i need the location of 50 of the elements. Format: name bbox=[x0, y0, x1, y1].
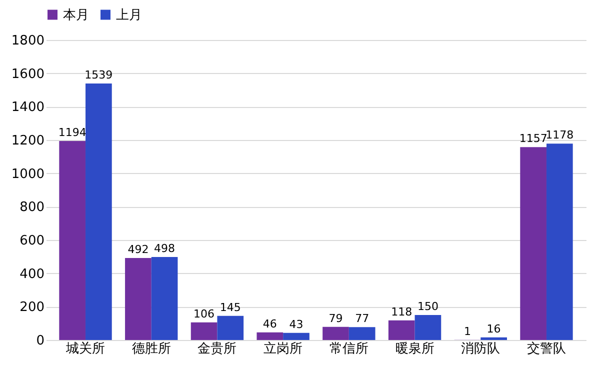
bar bbox=[388, 320, 415, 340]
y-tick-label: 1800 bbox=[11, 34, 44, 48]
data-label: 1157 bbox=[519, 132, 548, 146]
data-label: 118 bbox=[391, 305, 412, 318]
bar bbox=[125, 258, 152, 340]
bar bbox=[520, 147, 546, 340]
data-label: 106 bbox=[194, 307, 215, 320]
bar bbox=[151, 257, 178, 340]
bar bbox=[546, 144, 573, 340]
bar bbox=[348, 327, 376, 340]
x-tick-label: 立岗所 bbox=[264, 340, 303, 356]
y-tick-label: 400 bbox=[20, 266, 44, 282]
data-label: 498 bbox=[154, 242, 176, 255]
x-tick-label: 城关所 bbox=[65, 342, 106, 356]
y-tick-label: 0 bbox=[36, 334, 44, 348]
bar bbox=[190, 322, 218, 340]
data-label: 43 bbox=[289, 318, 304, 331]
data-label: 492 bbox=[128, 243, 149, 256]
x-tick-label: 消防队 bbox=[461, 342, 500, 356]
y-tick-label: 1200 bbox=[11, 134, 44, 148]
data-label: 79 bbox=[328, 312, 343, 325]
data-label: 1539 bbox=[84, 68, 113, 82]
bar bbox=[414, 315, 442, 340]
y-tick-label: 1000 bbox=[11, 166, 44, 182]
bar bbox=[480, 337, 507, 340]
x-tick-label: 暖泉所 bbox=[395, 342, 434, 356]
y-tick-label: 800 bbox=[20, 200, 44, 216]
data-label: 150 bbox=[417, 300, 438, 313]
data-label: 1178 bbox=[546, 128, 574, 142]
legend-label: 本月 bbox=[63, 8, 89, 23]
legend-label: 上月 bbox=[116, 8, 142, 23]
bar bbox=[86, 84, 112, 340]
x-tick-label: 德胜所 bbox=[132, 342, 171, 356]
x-tick-label: 交警队 bbox=[526, 340, 566, 356]
y-tick-label: 200 bbox=[20, 300, 44, 316]
data-label: 46 bbox=[262, 317, 277, 330]
data-label: 77 bbox=[355, 312, 370, 326]
bar bbox=[322, 326, 349, 340]
data-label: 1 bbox=[464, 324, 471, 338]
data-label: 145 bbox=[220, 300, 241, 314]
x-tick-label: 金贵所 bbox=[198, 342, 237, 356]
bar bbox=[59, 141, 86, 340]
data-label: 16 bbox=[486, 322, 501, 336]
y-tick-label: 600 bbox=[20, 234, 44, 248]
x-tick-label: 常信所 bbox=[329, 342, 368, 356]
y-tick-label: 1400 bbox=[11, 100, 44, 116]
y-tick-label: 1600 bbox=[11, 66, 44, 82]
bar bbox=[256, 332, 284, 340]
bar bbox=[217, 316, 244, 340]
bar bbox=[283, 332, 310, 340]
